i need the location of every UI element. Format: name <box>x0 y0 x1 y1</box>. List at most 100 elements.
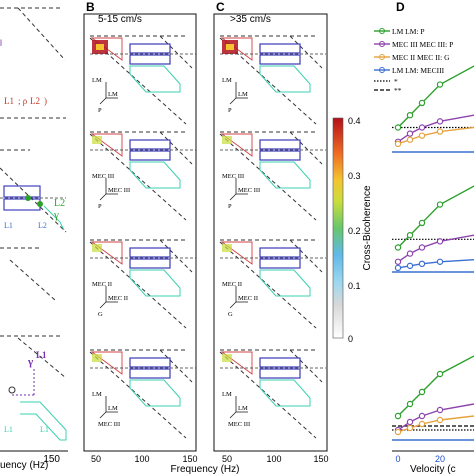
triangle-diag <box>89 351 187 439</box>
series-point-3-0 <box>394 264 402 272</box>
d-tick-0: 0 <box>395 454 400 464</box>
blue-box-upper <box>259 357 301 368</box>
annot-l2-blue: L2 <box>38 221 47 230</box>
colorbar: 0.4 0.3 0.2 0.1 0 Cross-Bicoherence <box>332 116 373 344</box>
axis-glyph-d <box>229 193 237 201</box>
triad-label-c: P <box>228 203 232 210</box>
heat-blob <box>92 136 102 144</box>
c-row-0: LM LM P <box>219 35 326 125</box>
b-tick-50: 50 <box>91 454 101 464</box>
triangle-right <box>159 349 193 383</box>
triad-label-c: G <box>98 311 103 318</box>
teal-region <box>129 161 181 189</box>
series-point-0-2 <box>418 388 426 396</box>
series-point-2-2 <box>418 420 426 428</box>
red-region <box>220 133 253 157</box>
blue-box-lower <box>129 258 171 269</box>
c-row-2: MEC II MEC II G <box>219 239 326 329</box>
series-point-2-1 <box>406 424 414 432</box>
teal-region <box>129 379 181 407</box>
cbar-tick-0.4: 0.4 <box>348 116 361 126</box>
blue-box-upper <box>129 357 171 368</box>
cbar-tick-0.3: 0.3 <box>348 171 361 181</box>
series-point-2-0 <box>394 140 402 148</box>
series-point-1-3 <box>436 238 444 245</box>
colorbar-label: Cross-Bicoherence <box>362 185 373 270</box>
axis-glyph-d <box>229 411 237 419</box>
b-row-1: MEC III MEC III P <box>89 131 196 221</box>
series-point-0-3 <box>436 370 444 378</box>
series-point-2-3 <box>436 128 444 135</box>
legend-label-1: MEC III MEC III: P <box>392 40 453 49</box>
blue-box-upper <box>129 43 171 54</box>
triangle-right <box>289 131 323 165</box>
triad-label-a: LM <box>92 77 102 84</box>
series-point-2-0 <box>394 428 402 436</box>
triad-label-b: LM <box>238 91 248 98</box>
blue-box-lower <box>259 150 301 161</box>
c-tick-100: 100 <box>266 454 281 464</box>
series-point-2-3 <box>436 416 444 424</box>
blue-box-upper <box>259 247 301 258</box>
svg-text:): ) <box>44 96 47 106</box>
axis-glyph-d <box>229 301 237 309</box>
cbar-tick-0.2: 0.2 <box>348 226 361 236</box>
red-region <box>220 241 253 265</box>
series-point-0-3 <box>436 201 444 208</box>
triangle-right <box>289 239 323 273</box>
cbar-tick-0.1: 0.1 <box>348 281 361 291</box>
triad-label-a: MEC III <box>92 173 114 180</box>
legend-label-4: * <box>394 77 398 86</box>
series-point-1-3 <box>436 406 444 414</box>
panel-a-column: l L1 ; ρ L2 ) L2 γ L1 L2 γ L1 <box>0 7 68 471</box>
blue-box-lower <box>129 150 171 161</box>
heat-core <box>226 44 234 50</box>
series-point-0-1 <box>406 231 414 239</box>
left-freq-label: uency (Hz) <box>0 460 48 471</box>
series-point-1-1 <box>406 130 414 137</box>
triangle-diag <box>219 133 317 221</box>
triangle-right <box>289 35 323 69</box>
legend-item-meciii-p: MEC III MEC III: P <box>374 40 453 49</box>
panel-b-title: 5-15 cm/s <box>98 14 142 25</box>
series-point-2-2 <box>418 132 426 139</box>
triad-label-c: P <box>98 107 102 114</box>
series-point-0-1 <box>406 111 414 119</box>
teal-region <box>129 65 181 93</box>
triad-label-a: MEC III <box>222 173 244 180</box>
axis-glyph-d <box>99 193 107 201</box>
blue-box-upper <box>129 139 171 150</box>
triangle-diag <box>219 351 317 439</box>
c-tick-50: 50 <box>222 454 232 464</box>
blue-box-lower <box>259 258 301 269</box>
annot-l1-purple: L1 <box>36 350 47 360</box>
b-tick-100: 100 <box>134 454 149 464</box>
triad-label-b: MEC III <box>238 187 260 194</box>
teal-region <box>259 379 311 407</box>
blue-box-upper <box>259 43 301 54</box>
triangle-right <box>159 131 193 165</box>
axis-glyph-d <box>229 97 237 105</box>
legend-label-5: ** <box>394 86 402 95</box>
triangle-diag <box>89 241 187 329</box>
series-point-1-2 <box>418 124 426 131</box>
b-row-2: MEC II MEC II G <box>89 239 196 329</box>
b-row-3: LM LM MEC III <box>89 349 196 439</box>
triad-label-c: P <box>98 203 102 210</box>
series-point-1-0 <box>394 258 402 265</box>
b-tick-150: 150 <box>182 454 197 464</box>
triad-label-a: MEC II <box>92 281 112 288</box>
legend-item-star: * <box>374 77 398 86</box>
triad-label-a: MEC II <box>222 281 242 288</box>
blue-box-upper <box>259 139 301 150</box>
series-point-1-3 <box>436 118 444 125</box>
formula-red: L1 ; ρ L2 ) <box>4 96 47 106</box>
legend-item-doublestar: ** <box>374 86 402 95</box>
triad-label-b: LM <box>108 405 118 412</box>
triad-label-a: LM <box>92 391 102 398</box>
red-region <box>90 351 123 375</box>
triangle-diag <box>219 241 317 329</box>
